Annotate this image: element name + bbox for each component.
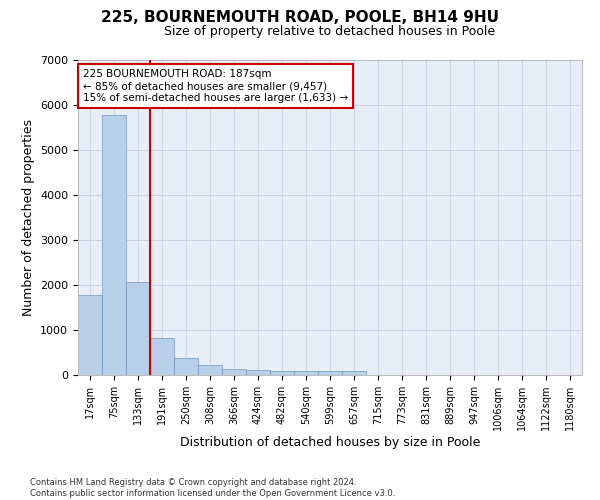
Bar [294, 372, 318, 375]
Bar [342, 372, 366, 375]
Text: 225 BOURNEMOUTH ROAD: 187sqm
← 85% of detached houses are smaller (9,457)
15% of: 225 BOURNEMOUTH ROAD: 187sqm ← 85% of de… [83, 70, 348, 102]
Bar [222, 369, 246, 375]
X-axis label: Distribution of detached houses by size in Poole: Distribution of detached houses by size … [180, 436, 480, 449]
Bar [198, 364, 222, 375]
Text: 225, BOURNEMOUTH ROAD, POOLE, BH14 9HU: 225, BOURNEMOUTH ROAD, POOLE, BH14 9HU [101, 10, 499, 25]
Bar [318, 372, 342, 375]
Title: Size of property relative to detached houses in Poole: Size of property relative to detached ho… [164, 25, 496, 38]
Bar [102, 115, 126, 375]
Y-axis label: Number of detached properties: Number of detached properties [22, 119, 35, 316]
Bar [150, 338, 174, 375]
Bar [78, 295, 102, 375]
Bar [174, 358, 198, 375]
Text: Contains HM Land Registry data © Crown copyright and database right 2024.
Contai: Contains HM Land Registry data © Crown c… [30, 478, 395, 498]
Bar [246, 370, 270, 375]
Bar [270, 370, 294, 375]
Bar [126, 282, 150, 375]
